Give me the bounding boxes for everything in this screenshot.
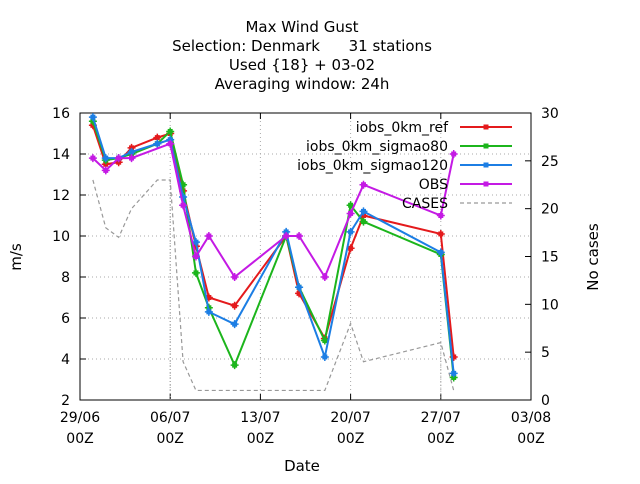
x-tick-label-date: 20/07 — [330, 410, 370, 426]
legend-label: OBS — [419, 177, 448, 193]
data-point-marker — [204, 307, 213, 316]
data-point-marker — [449, 150, 458, 158]
grid-lines — [80, 113, 531, 400]
series-layer — [88, 113, 458, 400]
legend-label: iobs_0km_sigmao120 — [297, 158, 448, 174]
legend-marker — [483, 162, 489, 168]
data-point-marker — [166, 127, 175, 136]
series-iobs_0km_sigmao80 — [88, 117, 458, 382]
data-point-marker — [230, 361, 239, 370]
y-axis-label: m/s — [7, 243, 25, 271]
y2-tick-label: 5 — [541, 345, 550, 361]
data-point-marker — [346, 227, 355, 236]
y-tick-label: 6 — [61, 311, 70, 327]
x-tick-label-date: 27/07 — [421, 410, 461, 426]
data-point-marker — [359, 207, 368, 216]
legend: iobs_0km_ref iobs_0km_sigmao80 iobs_0km_si… — [297, 120, 512, 212]
data-point-marker — [295, 232, 304, 240]
data-point-marker — [166, 139, 175, 148]
chart-title-line-4: Averaging window: 24h — [215, 75, 390, 93]
x-tick-label-time: 00Z — [337, 431, 364, 447]
x-tick-label-date: 29/06 — [60, 410, 100, 426]
data-point-marker — [346, 209, 355, 218]
legend-marker — [483, 143, 489, 149]
y2-tick-label: 30 — [541, 106, 559, 122]
y2-tick-label: 10 — [541, 297, 559, 313]
y2-tick-label: 25 — [541, 154, 559, 170]
y-tick-label: 14 — [52, 147, 70, 163]
x-tick-label-time: 00Z — [156, 431, 183, 447]
chart-title: Max Wind Gust Selection: Denmark 31 stat… — [172, 18, 432, 93]
chart-title-line-3: Used {18} + 03-02 — [229, 56, 375, 74]
plot-frame — [79, 112, 532, 401]
x-tick-label-date: 06/07 — [150, 410, 190, 426]
data-point-marker — [449, 369, 458, 378]
legend-label: iobs_0km_sigmao80 — [306, 139, 448, 155]
data-point-marker — [88, 113, 97, 122]
axis-ticks: 29/06 00Z 06/07 00Z 13/07 00Z 20/07 00Z 27/07 00Z… — [52, 106, 559, 447]
data-point-marker — [320, 273, 329, 281]
y-tick-label: 16 — [52, 106, 70, 122]
data-point-marker — [359, 217, 368, 226]
y-tick-label: 10 — [52, 229, 70, 245]
x-tick-label-time: 00Z — [66, 431, 93, 447]
data-point-marker — [101, 154, 110, 163]
data-point-marker — [114, 154, 123, 163]
x-tick-label-time: 00Z — [427, 431, 454, 447]
data-point-marker — [230, 320, 239, 329]
y2-tick-label: 0 — [541, 393, 550, 409]
data-point-marker — [191, 252, 200, 261]
y-tick-label: 8 — [61, 270, 70, 286]
legend-marker — [483, 181, 489, 187]
legend-label: iobs_0km_ref — [356, 120, 449, 136]
data-point-marker — [359, 180, 368, 189]
data-point-marker — [436, 229, 445, 238]
x-tick-label-date: 03/08 — [511, 410, 551, 426]
legend-marker — [483, 124, 489, 130]
data-point-marker — [230, 301, 239, 310]
y2-axis-label: No cases — [584, 223, 602, 291]
data-point-marker — [282, 232, 291, 240]
data-point-marker — [295, 283, 304, 292]
data-point-marker — [436, 211, 445, 220]
data-point-marker — [88, 154, 97, 163]
legend-label: CASES — [402, 196, 448, 212]
y-tick-label: 2 — [61, 393, 70, 409]
x-tick-label-date: 13/07 — [240, 410, 280, 426]
y-tick-label: 12 — [52, 188, 70, 204]
data-point-marker — [127, 154, 136, 163]
data-point-marker — [230, 273, 239, 281]
series-line-cases — [92, 179, 455, 392]
data-point-marker — [179, 201, 188, 210]
data-point-marker — [320, 352, 329, 361]
data-point-marker — [153, 139, 162, 148]
x-axis-label: Date — [284, 457, 320, 475]
x-tick-label-time: 00Z — [247, 431, 274, 447]
x-tick-label-time: 00Z — [517, 431, 544, 447]
y2-tick-label: 15 — [541, 250, 559, 266]
data-point-marker — [204, 232, 213, 240]
data-point-marker — [436, 248, 445, 257]
data-point-marker — [101, 166, 110, 175]
y-tick-label: 4 — [61, 352, 70, 368]
y2-tick-label: 20 — [541, 202, 559, 218]
chart-title-line-1: Max Wind Gust — [245, 18, 358, 36]
series-line — [92, 142, 455, 280]
data-point-marker — [191, 268, 200, 277]
series-OBS — [88, 139, 458, 281]
chart-title-line-2: Selection: Denmark 31 stations — [172, 37, 432, 55]
